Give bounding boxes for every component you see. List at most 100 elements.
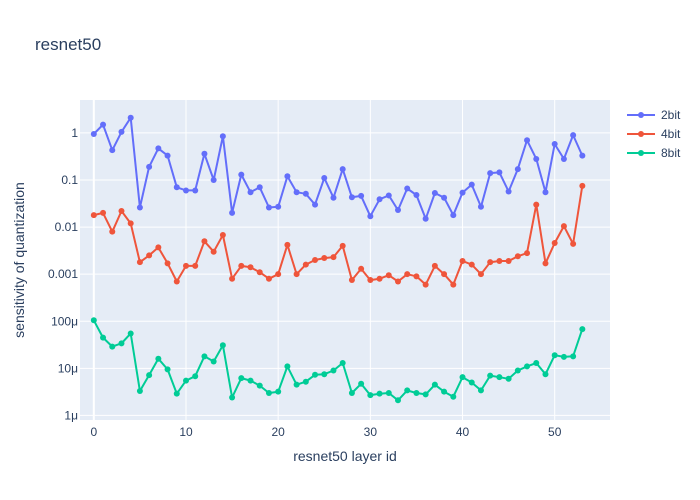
data-point xyxy=(155,355,162,362)
chart-title: resnet50 xyxy=(35,35,101,54)
data-point xyxy=(422,281,429,288)
data-point xyxy=(533,359,540,366)
y-tick-label: 0.001 xyxy=(48,267,78,281)
data-point xyxy=(109,343,116,350)
data-point xyxy=(183,377,189,384)
data-point xyxy=(413,389,420,396)
data-point xyxy=(118,207,125,214)
data-point xyxy=(560,223,567,230)
data-point xyxy=(413,273,420,280)
data-point xyxy=(468,379,475,386)
data-point xyxy=(238,375,245,382)
series-4bit xyxy=(90,182,586,288)
data-point xyxy=(229,275,236,282)
data-point xyxy=(487,170,494,177)
data-point xyxy=(542,260,549,267)
data-point xyxy=(293,271,300,278)
data-point xyxy=(514,166,521,173)
x-tick-labels: 0 10 20 30 40 50 xyxy=(90,425,561,439)
series-line xyxy=(93,116,584,220)
data-point xyxy=(496,374,503,381)
x-tick-label: 10 xyxy=(179,425,193,439)
data-point xyxy=(579,152,586,159)
data-point xyxy=(146,372,153,379)
y-tick-label: 1 xyxy=(71,126,78,140)
data-point xyxy=(367,277,374,284)
data-point xyxy=(487,259,494,266)
data-point xyxy=(385,192,392,199)
series-8bit xyxy=(90,317,586,404)
data-point xyxy=(192,373,199,380)
data-point xyxy=(468,261,475,268)
data-point xyxy=(496,258,503,265)
data-point xyxy=(505,375,512,382)
data-point xyxy=(275,203,282,210)
data-point xyxy=(551,141,558,148)
data-point xyxy=(256,269,263,276)
data-point xyxy=(155,145,162,152)
y-tick-label: 10μ xyxy=(58,361,78,375)
data-point xyxy=(422,391,429,398)
legend-label: 4bit xyxy=(661,127,681,141)
data-point xyxy=(496,169,503,176)
data-point xyxy=(542,371,549,378)
data-point xyxy=(348,194,355,201)
data-point xyxy=(413,192,420,199)
data-point xyxy=(136,204,143,211)
data-point xyxy=(312,371,319,378)
data-point xyxy=(570,132,577,139)
legend-item-2bit[interactable]: 2bit xyxy=(627,108,681,122)
data-point xyxy=(247,264,254,271)
x-gridlines xyxy=(92,100,556,420)
data-point xyxy=(339,166,346,173)
data-point xyxy=(404,387,411,394)
data-point xyxy=(339,359,346,366)
data-point xyxy=(312,201,319,208)
data-point xyxy=(524,363,531,370)
data-point xyxy=(90,317,97,324)
data-point xyxy=(505,258,512,265)
data-point xyxy=(256,382,263,389)
data-point xyxy=(164,260,171,267)
data-point xyxy=(459,258,466,265)
data-point xyxy=(302,261,309,268)
data-point xyxy=(210,177,217,183)
data-point xyxy=(284,363,291,370)
data-point xyxy=(293,381,300,388)
legend-item-8bit[interactable]: 8bit xyxy=(627,146,681,160)
legend-item-4bit[interactable]: 4bit xyxy=(627,127,681,141)
data-point xyxy=(210,248,217,255)
data-point xyxy=(477,387,484,394)
data-point xyxy=(376,275,383,282)
data-point xyxy=(192,262,199,269)
data-point xyxy=(542,189,549,196)
y-tick-label: 100μ xyxy=(51,314,78,328)
data-point xyxy=(487,372,494,379)
data-point xyxy=(164,152,171,159)
data-point xyxy=(570,353,577,360)
data-point xyxy=(256,184,263,191)
data-point xyxy=(275,271,282,278)
data-point xyxy=(173,278,180,285)
data-point xyxy=(348,389,355,396)
data-point xyxy=(560,353,567,360)
data-point xyxy=(330,194,337,201)
data-point xyxy=(441,271,448,278)
y-tick-label: 1μ xyxy=(64,408,78,422)
data-point xyxy=(441,194,448,201)
data-point xyxy=(450,212,457,219)
data-point xyxy=(247,377,254,384)
data-point xyxy=(247,189,254,196)
data-point xyxy=(275,388,282,395)
data-point xyxy=(477,203,484,210)
data-point xyxy=(404,271,411,278)
legend-marker xyxy=(638,150,644,156)
data-point xyxy=(358,380,365,387)
y-tick-label: 0.1 xyxy=(61,173,78,187)
data-point xyxy=(468,181,475,188)
legend-label: 8bit xyxy=(661,146,681,160)
data-point xyxy=(431,262,438,269)
data-point xyxy=(395,207,401,214)
data-point xyxy=(339,242,346,249)
